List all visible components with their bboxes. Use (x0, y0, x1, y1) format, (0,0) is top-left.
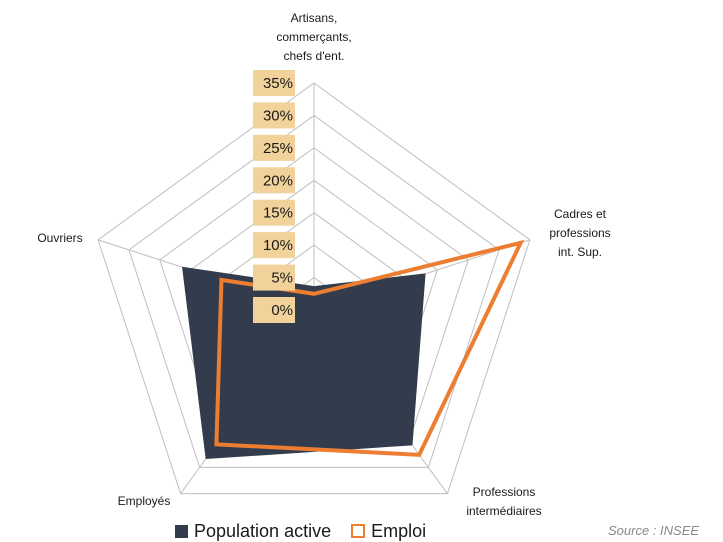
tick-label-text: 0% (271, 302, 293, 319)
axis-label-4: Ouvriers (37, 231, 82, 245)
tick-label-0pct: 0% (253, 297, 295, 323)
tick-label-text: 10% (263, 237, 293, 254)
series-emploi (214, 239, 525, 457)
series-population-active (182, 266, 426, 460)
tick-label-text: 30% (263, 107, 293, 124)
axis-label-2: Professions intermédiaires (466, 485, 541, 518)
tick-label-bg (253, 102, 295, 129)
source-note: Source : INSEE (608, 523, 700, 538)
tick-label-bg (253, 70, 295, 96)
tick-label-text: 5% (271, 270, 293, 287)
legend-label-population-active: Population active (194, 520, 332, 541)
tick-label-5pct: 5% (253, 264, 295, 291)
tick-label-25pct: 25% (253, 134, 295, 161)
legend-swatch-emploi (351, 524, 366, 538)
tick-label-10pct: 10% (253, 232, 295, 259)
series-layer (182, 239, 525, 460)
legend-item-population-active: Population active (175, 521, 331, 542)
tick-label-text: 20% (263, 172, 293, 189)
axis-labels: Artisans, commerçants, chefs d'ent. Cadres … (37, 11, 610, 518)
tick-label-35pct: 35% (253, 70, 295, 96)
tick-label-text: 25% (263, 140, 293, 157)
axis-label-3: Employés (118, 494, 171, 508)
tick-labels: 0% 5% 10% 15% 20% 25% 30% 35% (253, 70, 295, 323)
tick-label-bg (253, 199, 295, 226)
legend: Population active Emploi (175, 520, 446, 542)
tick-label-text: 15% (263, 205, 293, 222)
tick-label-text: 35% (263, 75, 293, 92)
legend-label-emploi: Emploi (371, 520, 427, 541)
axis-label-0: Artisans, commerçants, chefs d'ent. (276, 11, 351, 63)
legend-swatch-population-active (175, 524, 188, 538)
tick-label-bg (253, 297, 295, 323)
legend-item-emploi: Emploi (351, 521, 426, 542)
tick-label-bg (253, 167, 295, 194)
tick-label-15pct: 15% (253, 199, 295, 226)
grid-ring-35pct (97, 82, 531, 495)
tick-label-bg (253, 264, 295, 291)
grid-ring-30pct (128, 114, 500, 468)
tick-label-bg (253, 134, 295, 161)
axis-label-1: Cadres et professions int. Sup. (549, 207, 610, 259)
tick-label-20pct: 20% (253, 167, 295, 194)
tick-label-bg (253, 232, 295, 259)
tick-label-30pct: 30% (253, 102, 295, 129)
